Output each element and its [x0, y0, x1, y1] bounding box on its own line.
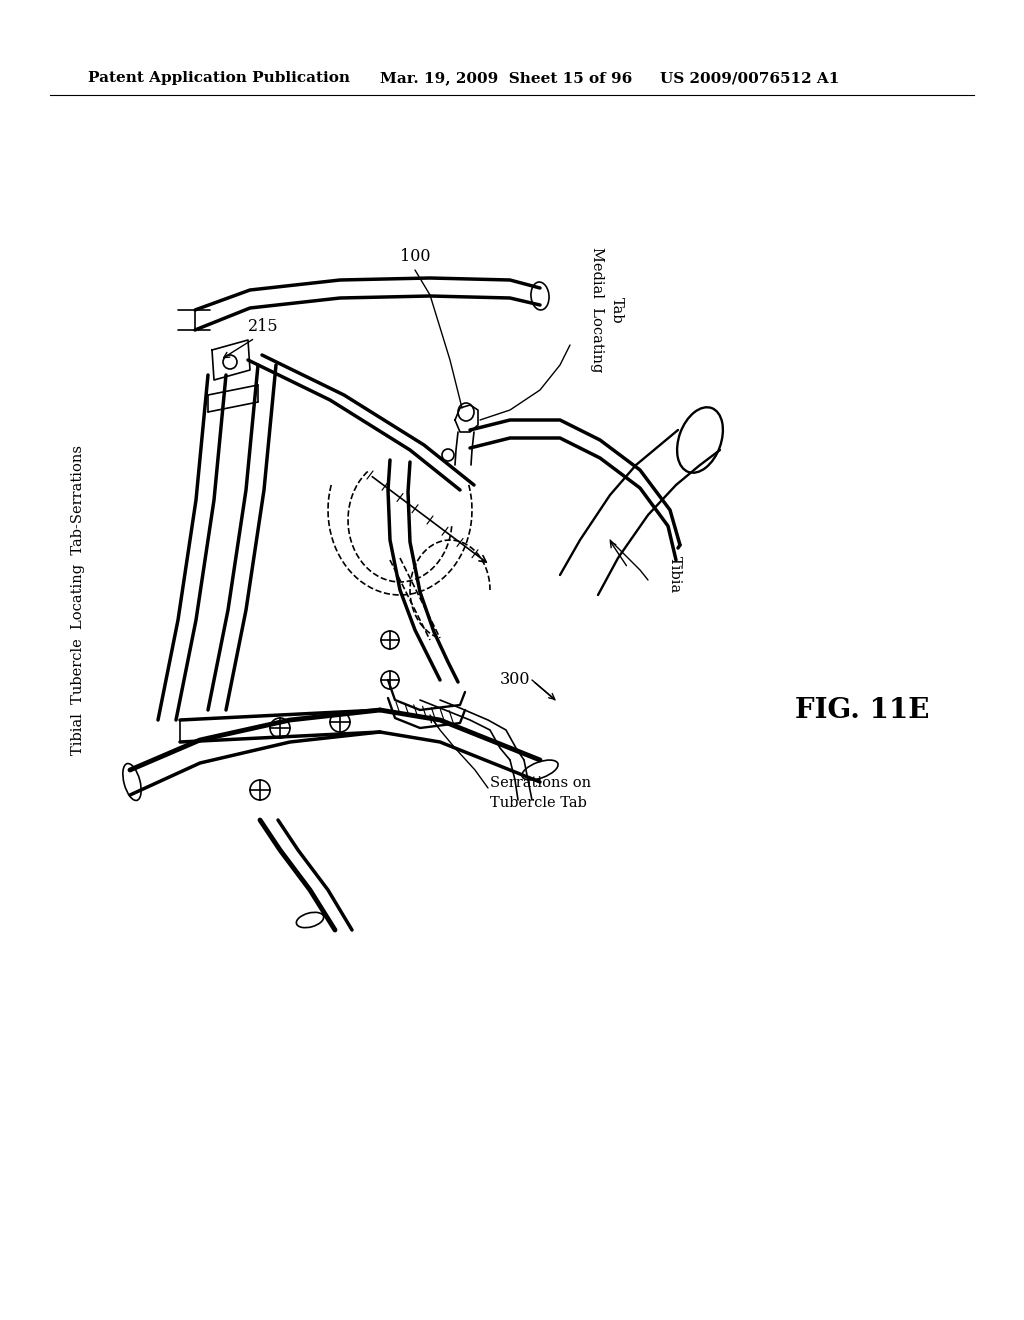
Text: 300: 300	[500, 672, 530, 689]
Text: 215: 215	[248, 318, 279, 335]
Text: Mar. 19, 2009  Sheet 15 of 96: Mar. 19, 2009 Sheet 15 of 96	[380, 71, 632, 84]
Text: Tibial  Tubercle  Locating  Tab-Serrations: Tibial Tubercle Locating Tab-Serrations	[71, 445, 85, 755]
Text: Tibia: Tibia	[668, 556, 682, 594]
Text: Medial  Locating: Medial Locating	[590, 247, 604, 372]
Text: Patent Application Publication: Patent Application Publication	[88, 71, 350, 84]
Text: Tab: Tab	[610, 297, 624, 323]
Text: Tubercle Tab: Tubercle Tab	[490, 796, 587, 810]
Text: FIG. 11E: FIG. 11E	[795, 697, 930, 723]
Text: US 2009/0076512 A1: US 2009/0076512 A1	[660, 71, 840, 84]
Text: Serrations on: Serrations on	[490, 776, 591, 789]
Text: 100: 100	[399, 248, 430, 265]
